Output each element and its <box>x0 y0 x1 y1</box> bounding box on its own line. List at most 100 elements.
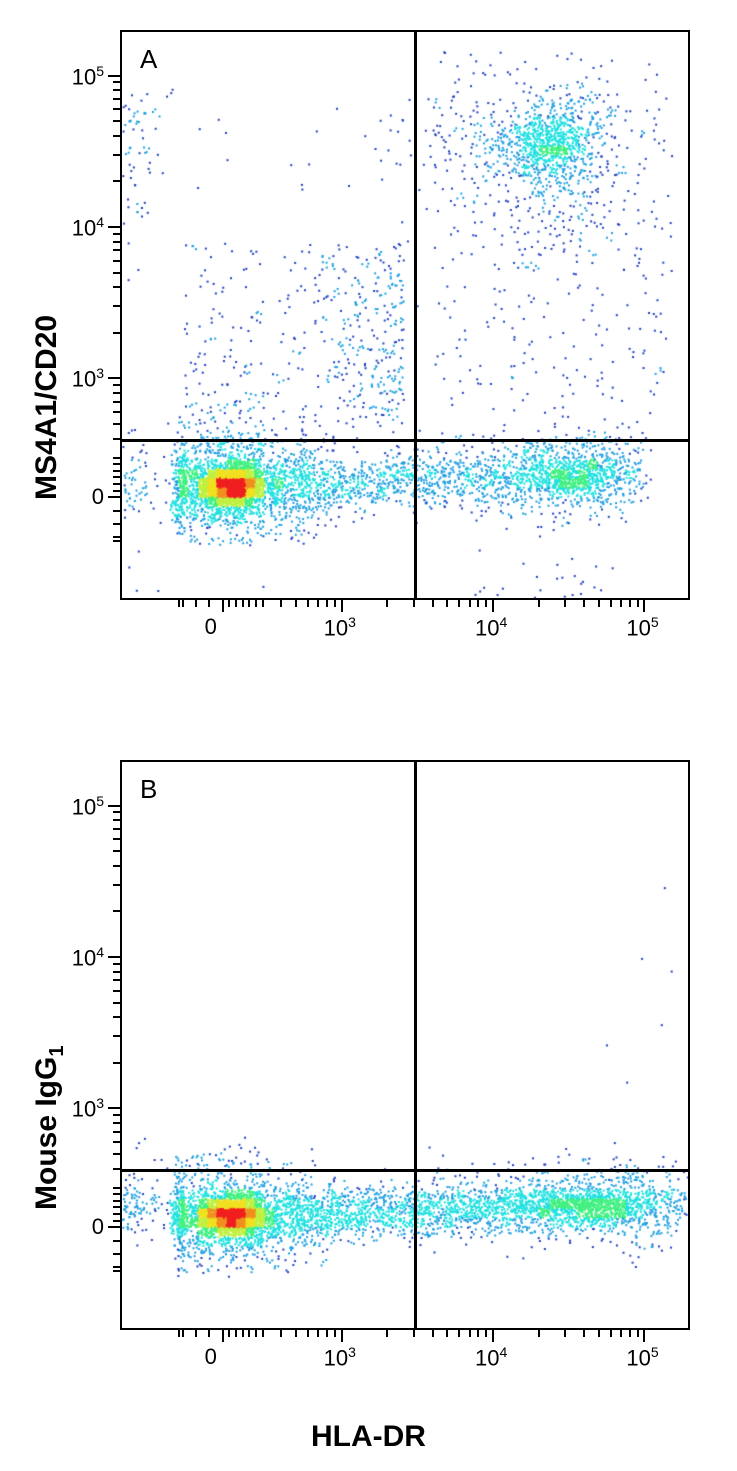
y-tick <box>108 805 120 807</box>
y-minor-tick <box>113 1240 120 1242</box>
y-minor-tick <box>113 884 120 886</box>
y-minor-tick <box>113 1213 120 1215</box>
x-minor-tick <box>235 1330 237 1337</box>
x-minor-tick <box>242 1330 244 1337</box>
x-minor-tick <box>317 600 319 607</box>
x-minor-tick <box>485 1330 487 1337</box>
y-minor-tick <box>113 1266 120 1268</box>
x-minor-tick <box>317 1330 319 1337</box>
x-tick <box>222 600 224 612</box>
y-minor-tick <box>113 249 120 251</box>
y-minor-tick <box>113 963 120 965</box>
x-minor-tick <box>280 1330 282 1337</box>
x-minor-tick <box>195 1330 197 1337</box>
x-minor-tick <box>637 600 639 607</box>
y-minor-tick <box>113 180 120 182</box>
y-axis-label-B: Mouse IgG1 <box>30 1046 69 1210</box>
x-minor-tick <box>446 600 448 607</box>
y-minor-tick <box>113 392 120 394</box>
x-minor-tick <box>620 1330 622 1337</box>
x-minor-tick <box>326 600 328 607</box>
y-minor-tick <box>113 1122 120 1124</box>
y-minor-tick <box>113 272 120 274</box>
x-axis-label: HLA-DR <box>0 1420 737 1454</box>
x-minor-tick <box>280 600 282 607</box>
x-minor-tick <box>469 600 471 607</box>
y-minor-tick <box>113 1114 120 1116</box>
x-minor-tick <box>334 600 336 607</box>
x-minor-tick <box>629 1330 631 1337</box>
x-minor-tick <box>262 600 264 607</box>
y-minor-tick <box>113 411 120 413</box>
x-minor-tick <box>610 600 612 607</box>
quadrant-line-horizontal <box>122 1169 690 1172</box>
y-minor-tick <box>113 865 120 867</box>
y-minor-tick <box>113 1187 120 1189</box>
y-minor-tick <box>113 423 120 425</box>
x-minor-tick <box>538 600 540 607</box>
x-minor-tick <box>583 1330 585 1337</box>
y-minor-tick <box>113 1206 120 1208</box>
y-minor-tick <box>113 979 120 981</box>
x-tick-label: 103 <box>324 614 356 641</box>
y-minor-tick <box>113 1035 120 1037</box>
x-minor-tick <box>432 600 434 607</box>
x-tick-label: 103 <box>324 1344 356 1371</box>
x-minor-tick <box>477 600 479 607</box>
x-minor-tick <box>208 1330 210 1337</box>
x-minor-tick <box>242 600 244 607</box>
x-tick <box>643 1330 645 1342</box>
x-minor-tick <box>386 600 388 607</box>
y-minor-tick <box>113 1220 120 1222</box>
y-minor-tick <box>113 120 120 122</box>
y-axis-label-A: MS4A1/CD20 <box>30 315 64 500</box>
figure-container: MS4A1/CD20 A Mouse IgG1 B HLA-DR 0103104… <box>0 0 737 1471</box>
y-minor-tick <box>113 135 120 137</box>
y-minor-tick <box>113 1253 120 1255</box>
y-minor-tick <box>113 457 120 459</box>
y-tick-label: 103 <box>72 365 104 392</box>
x-tick-label: 0 <box>205 614 217 640</box>
y-minor-tick <box>113 89 120 91</box>
y-minor-tick <box>113 1168 120 1170</box>
y-minor-tick <box>113 536 120 538</box>
y-tick-label: 105 <box>72 793 104 820</box>
y-minor-tick <box>113 811 120 813</box>
x-minor-tick <box>458 1330 460 1337</box>
x-minor-tick <box>255 1330 257 1337</box>
x-minor-tick <box>637 1330 639 1337</box>
x-minor-tick <box>485 600 487 607</box>
y-minor-tick <box>113 470 120 472</box>
y-minor-tick <box>113 1153 120 1155</box>
y-tick-label: 0 <box>92 1214 104 1240</box>
y-minor-tick <box>113 838 120 840</box>
quadrant-line-horizontal <box>122 439 690 442</box>
x-minor-tick <box>620 600 622 607</box>
x-minor-tick <box>564 1330 566 1337</box>
y-minor-tick <box>113 1141 120 1143</box>
panel-letter-A: A <box>140 44 157 75</box>
x-minor-tick <box>386 1330 388 1337</box>
scatter-canvas <box>122 32 690 600</box>
x-minor-tick <box>228 1330 230 1337</box>
x-minor-tick <box>178 600 180 607</box>
y-minor-tick <box>113 1270 120 1272</box>
y-tick-label: 104 <box>72 214 104 241</box>
y-minor-tick <box>113 819 120 821</box>
x-minor-tick <box>307 1330 309 1337</box>
y-minor-tick <box>113 990 120 992</box>
x-minor-tick <box>477 1330 479 1337</box>
x-minor-tick <box>178 1330 180 1337</box>
y-minor-tick <box>113 828 120 830</box>
x-tick-label: 105 <box>626 614 658 641</box>
y-tick-label: 104 <box>72 944 104 971</box>
x-tick <box>492 1330 494 1342</box>
x-minor-tick <box>446 1330 448 1337</box>
y-minor-tick <box>113 1016 120 1018</box>
y-minor-tick <box>113 523 120 525</box>
y-tick <box>108 956 120 958</box>
x-minor-tick <box>469 1330 471 1337</box>
y-minor-tick <box>113 384 120 386</box>
y-minor-tick <box>113 233 120 235</box>
y-tick <box>108 226 120 228</box>
